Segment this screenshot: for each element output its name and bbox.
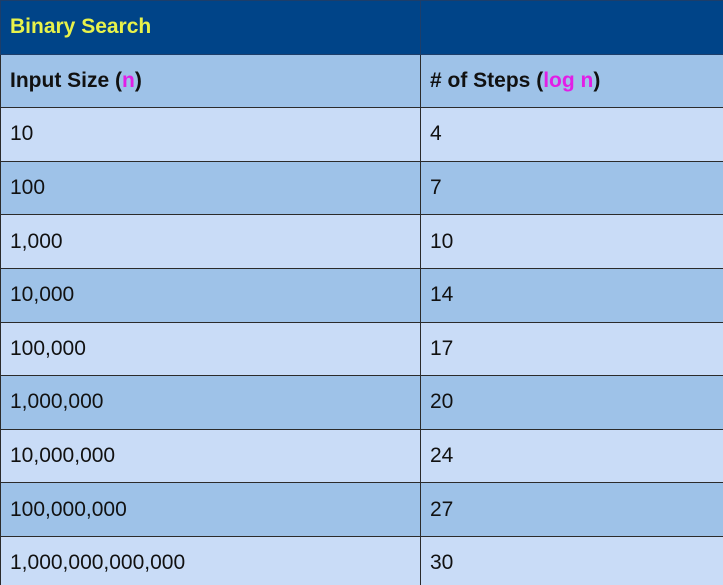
table-row: 1,000 10 <box>0 214 723 269</box>
cell-input-size: 10,000 <box>0 267 421 323</box>
cell-input-size: 1,000,000 <box>0 375 421 430</box>
cell-input-size: 100,000,000 <box>0 482 421 537</box>
table-title: Binary Search <box>0 0 421 55</box>
table-row: 1,000,000,000,000 30 <box>0 535 723 585</box>
cell-steps: 27 <box>420 482 723 537</box>
cell-input-size: 1,000 <box>0 214 421 269</box>
table-row: 10 4 <box>0 107 723 162</box>
cell-input-size: 10,000,000 <box>0 428 421 484</box>
table-row: 100,000,000 27 <box>0 482 723 537</box>
table-row: 100,000 17 <box>0 321 723 377</box>
cell-steps: 14 <box>420 267 723 323</box>
table-title-empty-cell <box>420 0 723 55</box>
header-steps: # of Steps (log n) <box>420 53 723 109</box>
cell-input-size: 10 <box>0 107 421 162</box>
cell-steps: 10 <box>420 214 723 269</box>
header-var-n: n <box>122 68 135 92</box>
header-var-log-n: log n <box>543 68 594 92</box>
table-row: 10,000,000 24 <box>0 428 723 484</box>
table-title-row: Binary Search <box>0 0 723 55</box>
header-input-size: Input Size (n) <box>0 53 421 109</box>
table-row: 1,000,000 20 <box>0 375 723 430</box>
cell-input-size: 100 <box>0 160 421 216</box>
cell-steps: 7 <box>420 160 723 216</box>
cell-steps: 20 <box>420 375 723 430</box>
cell-steps: 24 <box>420 428 723 484</box>
cell-steps: 30 <box>420 535 723 585</box>
cell-input-size: 100,000 <box>0 321 421 377</box>
cell-input-size: 1,000,000,000,000 <box>0 535 421 585</box>
table-row: 10,000 14 <box>0 267 723 323</box>
table-header-row: Input Size (n) # of Steps (log n) <box>0 53 723 109</box>
cell-steps: 17 <box>420 321 723 377</box>
cell-steps: 4 <box>420 107 723 162</box>
table-row: 100 7 <box>0 160 723 216</box>
